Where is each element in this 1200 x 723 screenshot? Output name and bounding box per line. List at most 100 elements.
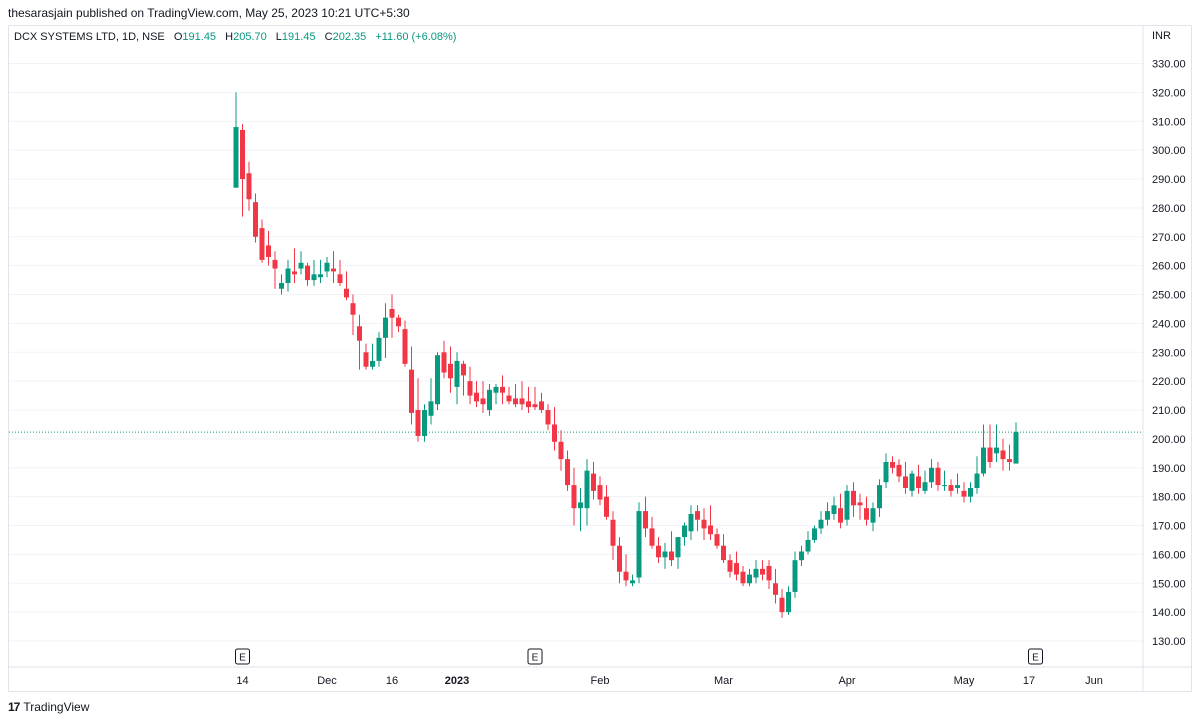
candle-body[interactable] (786, 591, 791, 613)
candle-body[interactable] (714, 534, 720, 546)
candle-body[interactable] (864, 508, 869, 520)
candle-body[interactable] (773, 583, 778, 595)
candle-body[interactable] (922, 482, 928, 491)
candle-body[interactable] (870, 508, 876, 523)
candle-body[interactable] (266, 245, 271, 257)
candle-body[interactable] (903, 476, 908, 488)
candle-body[interactable] (909, 473, 915, 491)
candle-body[interactable] (311, 274, 317, 281)
candle-body[interactable] (493, 386, 499, 393)
candle-body[interactable] (877, 485, 882, 509)
candle-body[interactable] (480, 398, 486, 405)
candle-body[interactable] (597, 485, 603, 500)
candle-body[interactable] (636, 511, 642, 578)
candle-body[interactable] (454, 360, 460, 387)
candle-body[interactable] (233, 127, 239, 188)
candle-body[interactable] (1007, 459, 1012, 462)
candle-body[interactable] (532, 404, 538, 408)
candle-body[interactable] (974, 473, 980, 488)
candle-body[interactable] (981, 447, 986, 474)
candle-body[interactable] (812, 528, 817, 540)
candle-body[interactable] (994, 447, 999, 454)
candle-body[interactable] (591, 473, 596, 491)
candle-body[interactable] (285, 268, 291, 283)
candle-body[interactable] (987, 447, 993, 462)
candle-body[interactable] (376, 337, 382, 361)
candle-body[interactable] (721, 545, 726, 561)
candle-body[interactable] (740, 571, 746, 584)
candle-body[interactable] (409, 369, 414, 413)
candle-body[interactable] (344, 288, 349, 298)
candle-body[interactable] (350, 303, 356, 315)
candle-body[interactable] (545, 410, 551, 425)
earnings-marker[interactable] (235, 648, 250, 665)
candle-body[interactable] (968, 487, 973, 497)
candle-body[interactable] (617, 545, 622, 572)
candle-body[interactable] (402, 329, 408, 364)
candle-body[interactable] (799, 551, 804, 561)
candle-body[interactable] (727, 560, 733, 572)
candle-body[interactable] (578, 502, 583, 509)
candle-body[interactable] (318, 274, 323, 278)
candle-body[interactable] (558, 441, 564, 460)
candle-body[interactable] (688, 513, 694, 532)
candle-body[interactable] (337, 274, 343, 283)
candle-body[interactable] (1013, 432, 1019, 464)
candle-body[interactable] (734, 563, 739, 575)
candle-body[interactable] (474, 392, 479, 402)
candle-body[interactable] (240, 129, 245, 180)
candle-body[interactable] (701, 519, 707, 529)
candle-body[interactable] (331, 268, 336, 272)
candle-body[interactable] (916, 476, 921, 488)
candle-body[interactable] (805, 539, 811, 552)
candle-body[interactable] (383, 317, 388, 338)
candle-body[interactable] (435, 355, 440, 405)
candle-body[interactable] (259, 228, 265, 260)
candle-body[interactable] (571, 485, 577, 509)
candle-body[interactable] (844, 490, 850, 520)
candle-body[interactable] (565, 459, 570, 486)
candle-body[interactable] (695, 511, 700, 520)
candle-body[interactable] (630, 580, 635, 584)
candle-body[interactable] (792, 560, 798, 592)
candle-body[interactable] (896, 464, 902, 477)
candle-body[interactable] (955, 485, 960, 488)
candle-body[interactable] (747, 574, 752, 584)
candle-body[interactable] (363, 352, 369, 367)
candle-body[interactable] (396, 317, 401, 327)
candle-body[interactable] (422, 410, 427, 437)
candle-body[interactable] (929, 467, 934, 483)
candle-body[interactable] (448, 363, 453, 379)
candle-body[interactable] (825, 511, 830, 520)
candle-body[interactable] (766, 565, 772, 581)
candle-body[interactable] (760, 568, 765, 575)
candle-body[interactable] (519, 398, 525, 405)
candle-body[interactable] (428, 401, 434, 416)
candle-body[interactable] (883, 461, 889, 483)
candle-body[interactable] (623, 571, 629, 581)
candle-body[interactable] (682, 525, 687, 538)
candle-body[interactable] (305, 265, 310, 281)
candle-body[interactable] (890, 461, 895, 468)
candle-body[interactable] (389, 308, 395, 318)
candle-body[interactable] (857, 502, 863, 506)
candle-body[interactable] (779, 597, 785, 613)
earnings-marker[interactable] (1028, 648, 1043, 665)
candle-body[interactable] (851, 490, 856, 506)
candle-body[interactable] (961, 490, 967, 497)
candle-body[interactable] (539, 401, 544, 411)
candle-body[interactable] (753, 568, 759, 578)
candle-body[interactable] (272, 259, 278, 269)
candle-body[interactable] (708, 525, 713, 535)
candle-body[interactable] (662, 551, 668, 558)
candle-body[interactable] (948, 485, 954, 491)
candle-body[interactable] (643, 511, 648, 529)
candle-body[interactable] (415, 410, 421, 437)
earnings-marker[interactable] (527, 648, 543, 665)
candle-body[interactable] (506, 395, 512, 402)
candle-body[interactable] (253, 202, 258, 237)
candle-body[interactable] (500, 386, 505, 393)
candle-body[interactable] (838, 508, 843, 523)
footer-brand[interactable]: 17 TradingView (8, 700, 89, 714)
